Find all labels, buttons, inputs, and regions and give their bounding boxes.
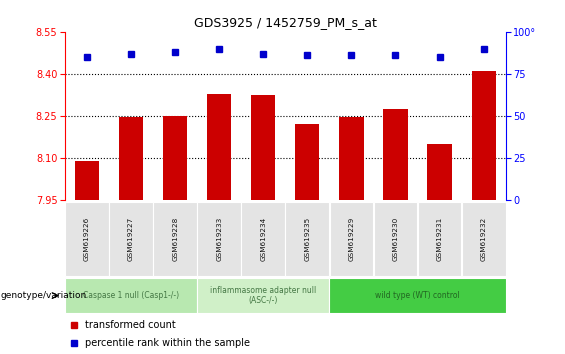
Bar — [119, 117, 143, 200]
Text: GSM619226: GSM619226 — [84, 217, 90, 261]
Bar — [428, 144, 451, 200]
Text: transformed count: transformed count — [85, 320, 176, 330]
Text: inflammasome adapter null
(ASC-/-): inflammasome adapter null (ASC-/-) — [210, 286, 316, 305]
Bar — [241, 201, 285, 276]
Bar — [418, 201, 462, 276]
Text: GSM619233: GSM619233 — [216, 217, 222, 261]
Text: GSM619230: GSM619230 — [393, 217, 398, 261]
Bar — [295, 124, 319, 200]
Text: GSM619232: GSM619232 — [481, 217, 486, 261]
Bar — [472, 71, 496, 200]
Text: GSM619231: GSM619231 — [437, 217, 442, 261]
Text: GSM619227: GSM619227 — [128, 217, 134, 261]
Text: GSM619229: GSM619229 — [349, 217, 354, 261]
Bar — [329, 278, 506, 313]
Text: percentile rank within the sample: percentile rank within the sample — [85, 338, 250, 348]
Bar — [329, 201, 373, 276]
Bar — [197, 278, 329, 313]
Bar — [285, 201, 329, 276]
Text: genotype/variation: genotype/variation — [1, 291, 87, 300]
Bar — [153, 201, 197, 276]
Text: GSM619228: GSM619228 — [172, 217, 178, 261]
Bar — [65, 201, 109, 276]
Title: GDS3925 / 1452759_PM_s_at: GDS3925 / 1452759_PM_s_at — [194, 16, 377, 29]
Bar — [75, 161, 99, 200]
Bar — [384, 109, 407, 200]
Text: GSM619235: GSM619235 — [305, 217, 310, 261]
Bar — [251, 95, 275, 200]
Text: wild type (WT) control: wild type (WT) control — [375, 291, 460, 300]
Bar — [340, 117, 363, 200]
Text: GSM619234: GSM619234 — [260, 217, 266, 261]
Bar — [163, 116, 187, 200]
Bar — [207, 93, 231, 200]
Bar — [462, 201, 506, 276]
Text: Caspase 1 null (Casp1-/-): Caspase 1 null (Casp1-/-) — [83, 291, 179, 300]
Bar — [373, 201, 418, 276]
Bar — [109, 201, 153, 276]
Bar — [197, 201, 241, 276]
Bar — [65, 278, 197, 313]
